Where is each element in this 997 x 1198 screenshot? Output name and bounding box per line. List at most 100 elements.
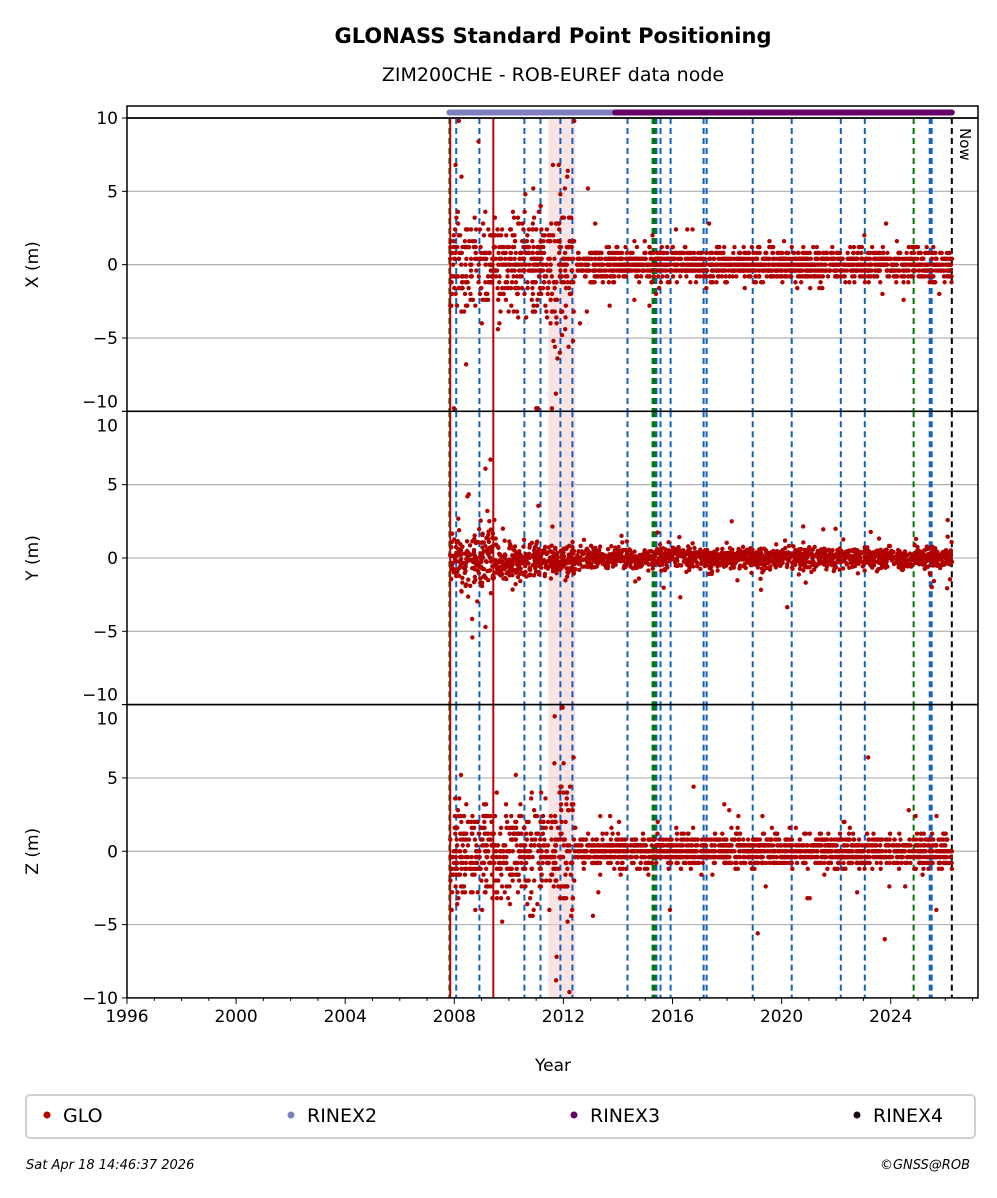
data-point [495, 790, 499, 794]
data-point [545, 849, 549, 853]
data-point [523, 192, 527, 196]
data-point [469, 257, 473, 261]
data-point [477, 527, 481, 531]
data-point [792, 251, 796, 255]
data-point [552, 884, 556, 888]
data-point [516, 890, 520, 894]
data-point [583, 274, 587, 278]
data-point [460, 580, 464, 584]
data-point [725, 280, 729, 284]
data-point [820, 286, 824, 290]
data-point [765, 553, 769, 557]
data-point [618, 251, 622, 255]
data-point [622, 274, 626, 278]
data-point [949, 540, 953, 544]
data-point [514, 773, 518, 777]
data-point [899, 559, 903, 563]
data-point [558, 350, 562, 354]
data-point [866, 274, 870, 278]
data-point [904, 251, 908, 255]
data-point [909, 257, 913, 261]
data-point [835, 268, 839, 272]
data-point [856, 551, 860, 555]
data-point [608, 262, 612, 266]
data-point [798, 268, 802, 272]
data-point [863, 280, 867, 284]
y-tick-label: 5 [107, 476, 118, 496]
data-point [681, 251, 685, 255]
data-point [568, 239, 572, 243]
data-point [550, 406, 554, 410]
data-point [743, 552, 747, 556]
data-point [463, 280, 467, 284]
data-point [558, 837, 562, 841]
data-point [510, 280, 514, 284]
data-point [480, 321, 484, 325]
data-point [880, 292, 884, 296]
data-point [570, 908, 574, 912]
data-point [671, 274, 675, 278]
data-point [448, 257, 452, 261]
data-point [729, 519, 733, 523]
data-point [892, 274, 896, 278]
data-point [646, 268, 650, 272]
data-point [945, 518, 949, 522]
data-point [801, 245, 805, 249]
data-point [693, 262, 697, 266]
data-point [451, 262, 455, 266]
data-point [529, 573, 533, 577]
data-point [942, 280, 946, 284]
data-point [663, 268, 667, 272]
data-point [607, 280, 611, 284]
data-point [491, 532, 495, 536]
data-point [827, 548, 831, 552]
data-point [512, 545, 516, 549]
data-point [470, 826, 474, 830]
data-point [508, 902, 512, 906]
data-point [919, 251, 923, 255]
data-point [927, 280, 931, 284]
data-point [746, 251, 750, 255]
data-point [592, 549, 596, 553]
data-point [885, 251, 889, 255]
y-axis-label: Y (m) [23, 535, 43, 582]
data-point [552, 761, 556, 765]
data-point [787, 544, 791, 548]
data-point [709, 280, 713, 284]
data-point [870, 565, 874, 569]
data-point [680, 268, 684, 272]
data-point [562, 843, 566, 847]
data-point [509, 286, 513, 290]
data-point [460, 576, 464, 580]
data-point [489, 280, 493, 284]
data-point [861, 560, 865, 564]
data-point [575, 553, 579, 557]
data-point [799, 280, 803, 284]
data-point [470, 617, 474, 621]
data-point [514, 280, 518, 284]
data-point [553, 878, 557, 882]
data-point [666, 540, 670, 544]
data-point [460, 884, 464, 888]
data-point [947, 560, 951, 564]
data-point [646, 568, 650, 572]
data-point [462, 566, 466, 570]
data-point [895, 239, 899, 243]
data-point [825, 257, 829, 261]
data-point [620, 540, 624, 544]
data-point [651, 274, 655, 278]
data-point [500, 884, 504, 888]
data-point [566, 245, 570, 249]
data-point [924, 262, 928, 266]
data-point [863, 548, 867, 552]
data-point [477, 262, 481, 266]
data-point [455, 890, 459, 894]
data-point [492, 831, 496, 835]
data-point [585, 257, 589, 261]
data-point [799, 547, 803, 551]
data-point [570, 540, 574, 544]
data-point [630, 257, 634, 261]
data-point [590, 280, 594, 284]
data-point [472, 548, 476, 552]
